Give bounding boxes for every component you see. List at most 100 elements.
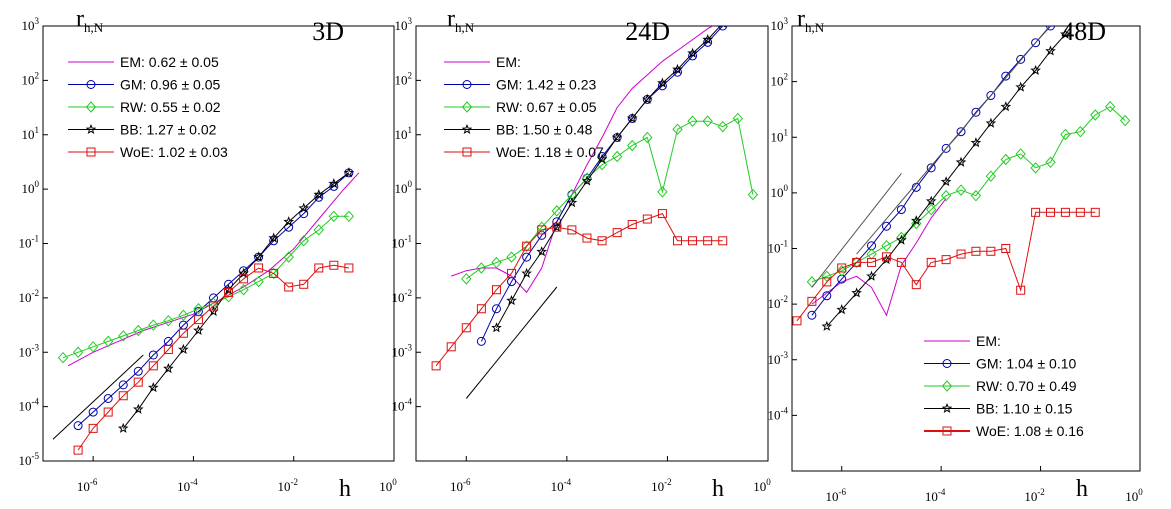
data-point-woe [1075,207,1085,217]
data-point-woe [254,263,264,273]
plot-frame [791,25,1141,472]
data-point-rw [1015,148,1026,160]
data-point-woe [133,377,143,387]
x-tick-label: 10-6 [450,477,471,494]
chart-panel-24D: 10-4 10-3 10-2 10-1 100 101 102 103 10-6 10-4 10-2… [392,6,772,502]
data-point-woe [284,282,294,292]
data-point-woe [163,345,173,355]
data-point-rw [87,341,99,353]
data-point-gm [672,67,682,77]
data-point-woe [299,279,309,289]
data-point-rw [461,273,472,285]
data-point-bb [641,93,653,104]
y-tick-label: 10-2 [392,288,413,305]
data-point-bb [910,215,922,226]
x-axis-label: h [1076,476,1088,502]
data-point-rw [283,251,294,263]
data-point-woe [956,249,966,259]
legend-label-bb: BB: 1.27 ± 0.02 [120,122,217,138]
data-point-gm [896,205,906,215]
data-point-bb [1060,28,1071,39]
data-point-rw [866,248,877,260]
series-line-woe [77,264,349,451]
reference-slope-line [811,173,902,288]
data-point-bb [702,34,714,45]
legend-marker-bb [85,123,97,135]
y-tick-label: 101 [771,127,789,144]
data-point-rw [1119,114,1131,127]
data-point-bb [551,221,563,232]
data-point-woe [1060,207,1070,217]
data-point-woe [239,274,249,284]
y-tick-label: 10-3 [19,342,40,359]
data-point-rw [702,115,713,127]
legend-marker-rw [941,380,953,392]
data-point-bb [117,422,129,433]
data-point-woe [491,285,501,295]
data-point-woe [552,222,562,232]
data-point-woe [446,342,456,352]
data-point-woe [612,228,622,238]
data-point-woe [971,246,981,256]
data-point-woe [657,209,667,219]
data-point-woe [792,316,802,326]
reference-slope-line [856,26,1051,255]
data-point-rw [551,205,562,217]
data-point-woe [567,225,577,235]
data-point-gm [926,163,936,173]
data-point-gm [552,217,562,227]
data-point-woe [1016,285,1026,295]
data-point-gm [1001,71,1011,81]
y-tick-label: 10-2 [768,294,789,311]
data-point-rw [103,335,114,348]
legend-marker-gm [942,359,952,368]
chart-panel-3D: 10-5 10-4 10-3 10-2 10-1 100 101 102 103 10-6 10-4… [19,6,398,502]
y-tick-label: 10-2 [19,288,40,305]
data-point-bb [178,343,189,355]
data-point-rw [911,217,922,230]
legend: EM: 0.62 ± 0.05 GM: 0.96 ± 0.05 RW: 0.55 ±… [68,54,228,160]
data-point-woe [807,296,817,306]
data-point-rw [881,239,892,252]
y-tick-label: 10-5 [19,451,40,468]
legend-label-rw: RW: 0.70 ± 0.49 [976,378,1077,394]
panel-title: 24D [625,17,670,46]
y-tick-label: 10-4 [392,397,413,414]
data-point-rw [940,189,952,202]
data-point-gm [1046,26,1056,31]
x-tick-label: 10-6 [77,477,98,494]
data-point-gm [807,310,817,320]
data-point-woe [1046,207,1056,217]
data-point-bb [672,63,683,75]
data-point-woe [118,391,128,401]
data-point-bb [657,77,668,88]
data-point-rw [1030,162,1041,174]
series-line-em [451,26,714,294]
data-point-woe [344,263,354,273]
legend-label-woe: WoE: 1.02 ± 0.03 [120,144,228,160]
data-point-rw [238,283,249,296]
data-point-bb [253,251,264,262]
legend: EM: GM: 1.04 ± 0.10 RW: 0.70 ± 0.49 BB: 1.1… [924,333,1084,439]
data-point-bb [1030,64,1041,76]
data-point-bb [132,403,144,414]
data-point-woe [926,257,936,267]
data-point-bb [283,216,295,227]
data-point-gm [822,291,832,301]
series-group [792,26,1131,331]
data-point-bb [298,202,309,213]
x-tick-label: 10-4 [551,477,572,494]
data-point-gm [657,81,667,91]
y-tick-label: 100 [395,179,413,196]
data-point-rw [148,319,159,331]
legend-marker-gm [86,80,96,89]
data-point-rw [491,256,502,269]
data-point-bb [955,156,967,167]
series-group [52,167,360,455]
data-point-rw [1075,125,1086,138]
legend-marker-woe [86,147,96,157]
x-tick-label: 100 [379,477,397,494]
data-point-gm [1031,38,1041,48]
